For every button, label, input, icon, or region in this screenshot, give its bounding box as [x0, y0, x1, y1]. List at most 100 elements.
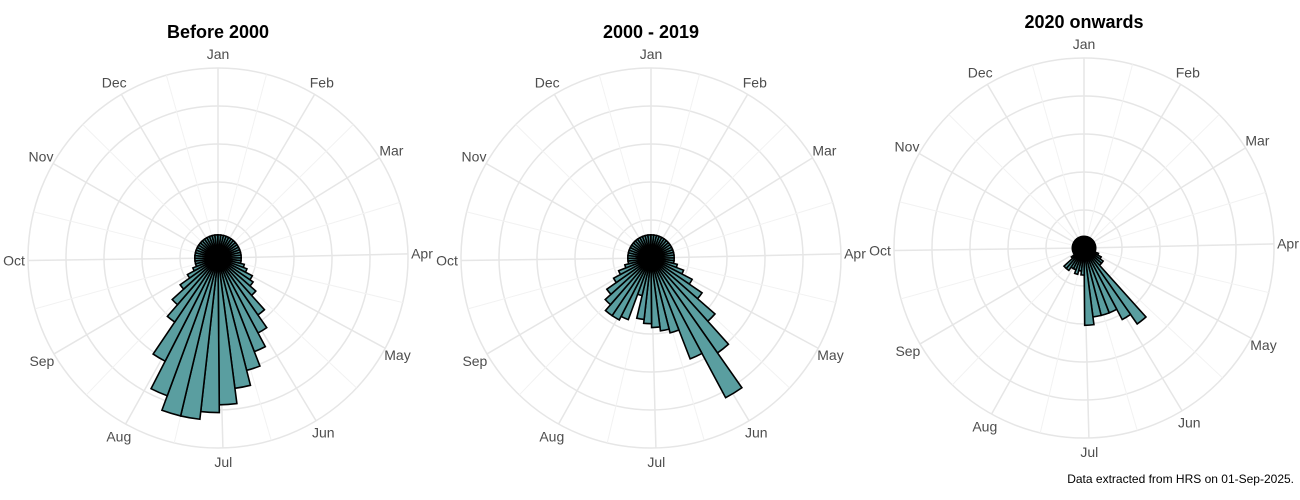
panel-title: 2020 onwards — [1024, 12, 1143, 32]
month-label: Jan — [640, 46, 663, 62]
grid-spoke — [1083, 247, 1252, 339]
grid-spoke-minor — [515, 124, 652, 259]
month-label: Sep — [895, 343, 920, 359]
grid-spoke-minor — [1083, 64, 1134, 249]
month-label: Jun — [745, 425, 768, 441]
polar-bar — [617, 257, 652, 276]
month-label: Jan — [207, 46, 230, 62]
polar-bar — [605, 257, 652, 296]
month-label: Mar — [379, 143, 403, 159]
panel-title: Before 2000 — [167, 22, 269, 42]
grid-spoke-minor — [598, 75, 652, 259]
polar-bar — [171, 257, 219, 306]
month-label: Nov — [462, 149, 487, 165]
month-label: Jan — [1073, 36, 1096, 52]
grid-spoke-minor — [900, 247, 1085, 300]
month-label: Sep — [29, 353, 54, 369]
polar-bar — [1083, 247, 1148, 326]
grid-spoke — [990, 247, 1085, 415]
grid-spoke-minor — [650, 257, 836, 304]
month-label: Aug — [106, 428, 131, 444]
polar-bar — [149, 257, 219, 397]
grid-spoke-minor — [217, 201, 400, 259]
polar-bar — [650, 257, 744, 399]
grid-spoke-minor — [1031, 65, 1085, 249]
grid-spoke-minor — [1083, 114, 1220, 249]
grid-spoke — [1083, 84, 1182, 249]
month-label: Dec — [102, 74, 127, 90]
month-label: Jul — [647, 454, 665, 470]
polar-bar — [650, 257, 680, 334]
month-label: May — [384, 347, 410, 363]
polar-bar — [612, 257, 652, 284]
month-label: Nov — [895, 139, 920, 155]
grid-spoke — [485, 162, 652, 259]
grid-spoke-minor — [951, 247, 1085, 386]
grid-spoke-minor — [217, 74, 268, 259]
polar-bar — [650, 257, 671, 332]
month-label: Aug — [972, 418, 997, 434]
month-label: Dec — [968, 64, 993, 80]
panel-2000-2019: 2000 - 2019 Jan Feb Mar Apr May Jun Jul Aug Sep O… — [436, 22, 866, 470]
month-label: Jun — [312, 425, 335, 441]
grid-spoke — [52, 162, 219, 259]
grid-spoke — [918, 152, 1085, 249]
grid-spoke — [120, 94, 219, 259]
grid-spoke-minor — [82, 124, 219, 259]
grid-spoke-minor — [34, 257, 219, 310]
polar-bar — [213, 234, 219, 259]
polar-bar — [650, 257, 661, 329]
grid-spoke-minor — [1083, 247, 1269, 294]
polar-bar — [166, 257, 219, 324]
panel-2020-onwards: 2020 onwards Jan Feb Mar Apr May Jun Jul Aug Sep… — [869, 12, 1299, 460]
polar-bar — [179, 257, 219, 291]
month-label: Mar — [1245, 133, 1269, 149]
month-label: Dec — [535, 74, 560, 90]
panel-title: 2000 - 2019 — [603, 22, 699, 42]
grid-spoke — [461, 257, 652, 262]
grid-spoke — [650, 157, 813, 259]
month-label: Feb — [1176, 64, 1200, 80]
grid-spoke — [217, 157, 380, 259]
polar-bar — [1083, 247, 1095, 327]
grid-spoke — [28, 257, 219, 262]
month-label: Aug — [539, 428, 564, 444]
month-label: Nov — [29, 149, 54, 165]
panel-before-2000: Before 2000 Jan Feb Mar Apr May Jun Jul Aug Sep O… — [3, 22, 433, 470]
month-label: Apr — [1277, 236, 1299, 252]
grid-spoke-minor — [650, 74, 701, 259]
month-label: Oct — [869, 243, 891, 259]
grid-spoke-minor — [1083, 191, 1266, 249]
month-label: Jul — [1080, 444, 1098, 460]
grid-spoke — [217, 253, 408, 259]
grid-spoke — [650, 253, 841, 259]
grid-spoke-minor — [1083, 247, 1223, 379]
month-label: May — [817, 347, 843, 363]
grid-spoke — [650, 94, 749, 259]
month-label: Oct — [3, 253, 25, 269]
grid-spoke-minor — [1039, 247, 1085, 434]
grid-spoke — [1083, 243, 1274, 249]
grid-spoke-minor — [466, 211, 652, 259]
polar-bar — [646, 234, 652, 259]
data-source-caption: Data extracted from HRS on 01-Sep-2025. — [1067, 472, 1294, 486]
month-label: Apr — [844, 246, 866, 262]
grid-spoke-minor — [217, 257, 403, 304]
polar-bar — [604, 257, 652, 317]
month-label: Mar — [812, 143, 836, 159]
polar-bar — [1081, 235, 1085, 249]
month-label: Oct — [436, 253, 458, 269]
grid-spoke-minor — [948, 114, 1085, 249]
grid-spoke — [553, 94, 652, 259]
polar-bar — [152, 257, 219, 363]
grid-spoke — [894, 247, 1085, 252]
grid-spoke-minor — [650, 124, 787, 259]
grid-spoke-minor — [165, 75, 219, 259]
grid-spoke-minor — [650, 201, 833, 259]
month-label: Feb — [743, 74, 767, 90]
polar-bar — [604, 257, 652, 306]
grid-spoke — [986, 84, 1085, 249]
grid-spoke — [1083, 147, 1246, 249]
grid-spoke — [919, 247, 1085, 345]
grid-spoke-minor — [217, 124, 354, 259]
